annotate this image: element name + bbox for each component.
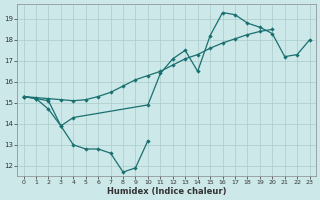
X-axis label: Humidex (Indice chaleur): Humidex (Indice chaleur) bbox=[107, 187, 226, 196]
